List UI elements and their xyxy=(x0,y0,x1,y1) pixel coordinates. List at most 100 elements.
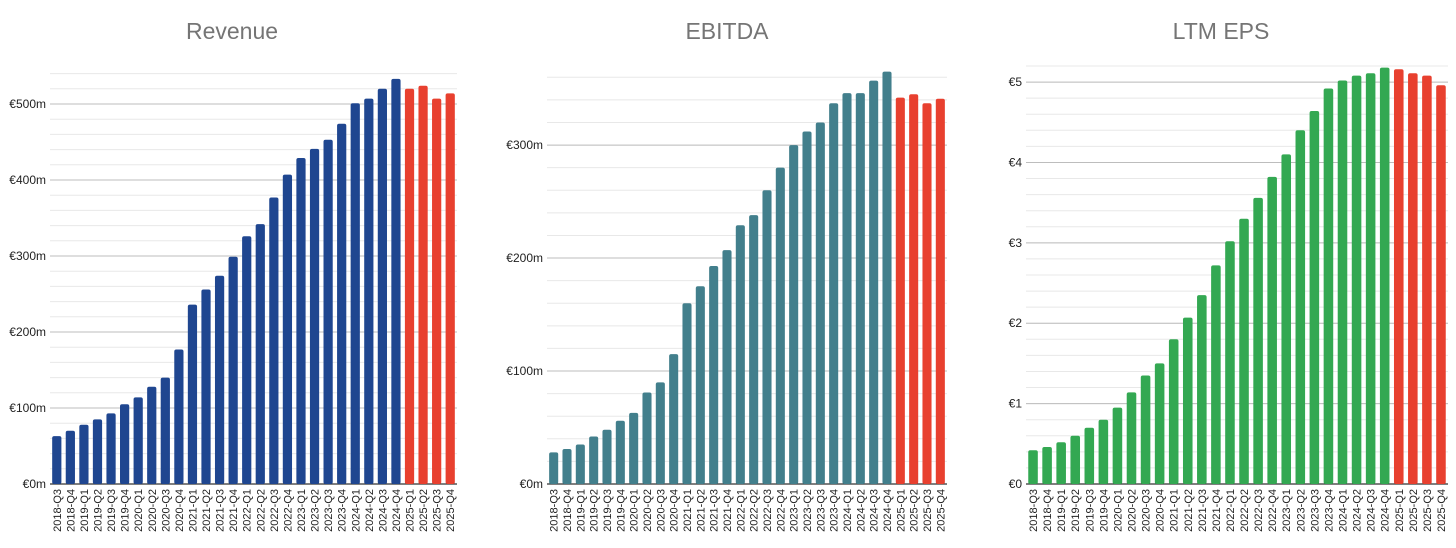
bar xyxy=(709,265,719,484)
x-tick-label: 2022-Q2 xyxy=(255,489,267,532)
x-tick-label: 2019-Q1 xyxy=(1056,489,1068,532)
x-tick-label: 2025-Q2 xyxy=(418,489,430,532)
bar xyxy=(1028,450,1038,484)
bar xyxy=(1225,241,1235,484)
x-tick-label: 2024-Q2 xyxy=(855,489,867,532)
x-tick-label: 2025-Q3 xyxy=(432,489,444,532)
bar xyxy=(296,157,306,484)
y-tick-label: €3 xyxy=(1009,236,1023,250)
x-tick-label: 2021-Q4 xyxy=(722,489,734,532)
x-tick-label: 2021-Q2 xyxy=(695,489,707,532)
bar xyxy=(364,98,374,485)
bar xyxy=(1126,392,1137,484)
x-axis: 2018-Q3 2018-Q4 2019-Q1 2019-Q2 2019-Q3 2019-… xyxy=(1028,489,1448,532)
x-tick-label: 2020-Q3 xyxy=(655,489,667,532)
x-tick-label: 2023-Q4 xyxy=(1323,489,1335,532)
x-tick-label: 2024-Q1 xyxy=(1338,489,1350,532)
x-tick-label: 2019-Q4 xyxy=(120,489,132,532)
x-tick-label: 2018-Q3 xyxy=(52,489,64,532)
bar-series xyxy=(52,78,455,485)
x-tick-label: 2019-Q2 xyxy=(1070,489,1082,532)
x-tick-label: 2023-Q2 xyxy=(310,489,322,532)
bar xyxy=(120,404,130,484)
x-tick-label: 2023-Q4 xyxy=(337,489,349,532)
x-tick-label: 2020-Q1 xyxy=(133,489,145,532)
x-tick-label: 2023-Q2 xyxy=(802,489,814,532)
y-axis: €0m €100m €200m €300m €400m €500m xyxy=(9,97,46,491)
bar xyxy=(1098,419,1109,484)
y-tick-label: €100m xyxy=(506,364,543,378)
x-tick-label: 2021-Q4 xyxy=(228,489,240,532)
forecast-bar xyxy=(432,98,442,485)
bar xyxy=(749,215,759,484)
x-tick-label: 2024-Q4 xyxy=(1380,489,1392,532)
bar xyxy=(79,424,89,484)
bar xyxy=(350,103,360,485)
bar xyxy=(882,71,892,484)
y-tick-label: €0m xyxy=(520,477,543,491)
bar xyxy=(669,354,679,484)
x-tick-label: 2023-Q2 xyxy=(1295,489,1307,532)
revenue-chart: Revenue €0m €100m €200m €300m €400m €500m 201… xyxy=(9,18,457,532)
bar-series xyxy=(549,71,945,485)
x-tick-label: 2025-Q3 xyxy=(1422,489,1434,532)
bar xyxy=(1211,265,1221,484)
y-axis: €0m €100m €200m €300m xyxy=(506,138,543,491)
x-tick-label: 2018-Q3 xyxy=(549,489,561,532)
bar xyxy=(174,349,184,484)
bar xyxy=(133,397,143,484)
bar xyxy=(377,88,387,485)
x-tick-label: 2022-Q3 xyxy=(762,489,774,532)
bar xyxy=(1309,111,1320,484)
x-tick-label: 2022-Q2 xyxy=(1239,489,1251,532)
x-tick-label: 2021-Q2 xyxy=(1183,489,1195,532)
forecast-bar xyxy=(404,88,415,485)
y-tick-label: €5 xyxy=(1009,75,1023,89)
forecast-bar xyxy=(1422,75,1432,485)
x-tick-label: 2019-Q2 xyxy=(92,489,104,532)
bar xyxy=(1379,67,1390,484)
bar xyxy=(549,452,559,484)
bar xyxy=(1140,375,1151,484)
x-tick-label: 2025-Q1 xyxy=(1394,489,1406,532)
bar xyxy=(391,78,401,485)
x-tick-label: 2021-Q3 xyxy=(1197,489,1209,532)
bar xyxy=(52,436,62,484)
bar xyxy=(842,93,852,484)
x-tick-label: 2024-Q3 xyxy=(869,489,881,532)
x-tick-label: 2024-Q1 xyxy=(350,489,362,532)
x-tick-label: 2022-Q1 xyxy=(1225,489,1237,532)
x-tick-label: 2018-Q3 xyxy=(1028,489,1040,532)
bar xyxy=(1253,197,1263,485)
y-tick-label: €400m xyxy=(9,173,46,187)
x-tick-label: 2019-Q4 xyxy=(615,489,627,532)
x-tick-label: 2020-Q4 xyxy=(174,489,186,532)
x-tick-label: 2020-Q2 xyxy=(642,489,654,532)
x-tick-label: 2025-Q4 xyxy=(1436,489,1448,532)
bar xyxy=(789,145,799,484)
bar xyxy=(1168,339,1179,484)
x-tick-label: 2022-Q4 xyxy=(775,489,787,532)
bar xyxy=(228,256,238,484)
bar xyxy=(589,436,599,484)
x-tick-label: 2020-Q2 xyxy=(147,489,159,532)
x-axis: 2018-Q3 2018-Q4 2019-Q1 2019-Q2 2019-Q3 2019-… xyxy=(52,489,457,532)
forecast-bar xyxy=(935,98,945,485)
x-tick-label: 2024-Q1 xyxy=(842,489,854,532)
bar xyxy=(1351,75,1362,485)
bar xyxy=(615,420,625,484)
y-tick-label: €200m xyxy=(9,325,46,339)
forecast-bar xyxy=(895,97,905,484)
bar xyxy=(1182,317,1193,484)
bar xyxy=(282,174,293,484)
x-tick-label: 2021-Q3 xyxy=(215,489,227,532)
forecast-bar xyxy=(445,93,455,485)
x-tick-label: 2023-Q1 xyxy=(1281,489,1293,532)
x-tick-label: 2020-Q1 xyxy=(1112,489,1124,532)
x-tick-label: 2024-Q2 xyxy=(364,489,376,532)
x-tick-label: 2018-Q4 xyxy=(1042,489,1054,532)
bar xyxy=(1056,442,1066,484)
x-tick-label: 2024-Q2 xyxy=(1352,489,1364,532)
bar xyxy=(1042,447,1052,484)
